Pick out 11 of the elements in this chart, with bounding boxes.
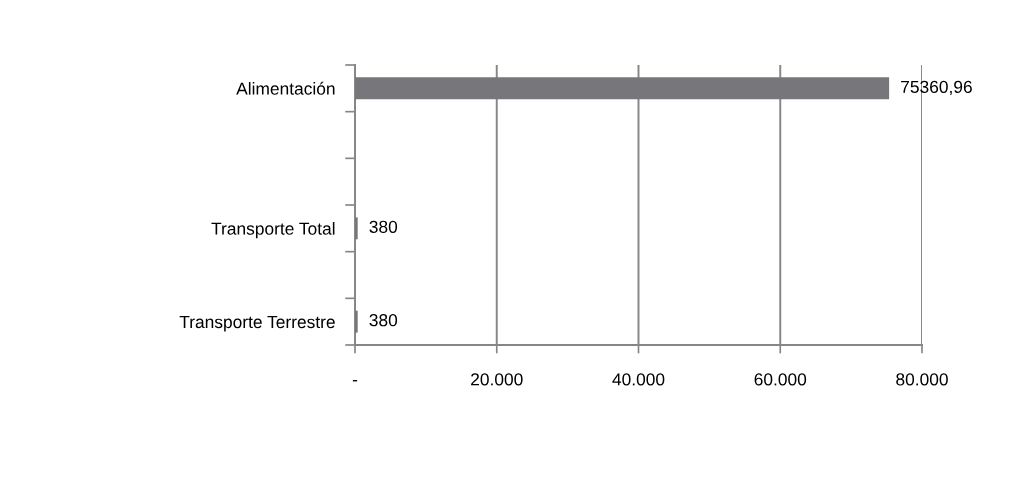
y-tick-label: Transporte Terrestre [179,316,335,332]
data-label: 380 [369,314,398,327]
x-tick-label: 80.000 [896,373,948,386]
data-label: 75360,96 [901,80,972,96]
data-label: 380 [369,220,398,233]
x-tick-label: 20.000 [471,373,523,386]
y-tick-label: Alimentación [236,81,335,95]
x-tick-label: - [352,380,358,382]
x-tick-label: 60.000 [754,373,807,386]
y-tick-label: Transporte Total [211,222,335,239]
x-tick-label: 40.000 [612,373,665,386]
